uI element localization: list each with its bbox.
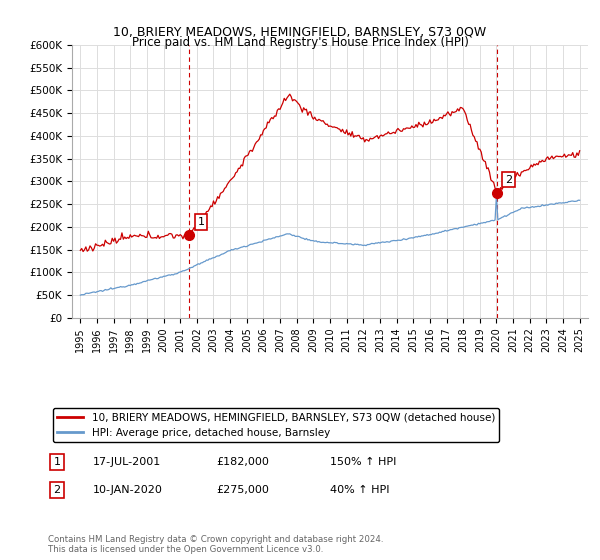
Text: 2: 2 (53, 485, 61, 495)
Legend: 10, BRIERY MEADOWS, HEMINGFIELD, BARNSLEY, S73 0QW (detached house), HPI: Averag: 10, BRIERY MEADOWS, HEMINGFIELD, BARNSLE… (53, 408, 499, 442)
Text: 1: 1 (197, 217, 205, 227)
Text: 40% ↑ HPI: 40% ↑ HPI (330, 485, 389, 495)
Text: 2: 2 (505, 175, 512, 185)
Text: 150% ↑ HPI: 150% ↑ HPI (330, 457, 397, 467)
Text: £182,000: £182,000 (216, 457, 269, 467)
Text: £275,000: £275,000 (216, 485, 269, 495)
Text: Contains HM Land Registry data © Crown copyright and database right 2024.
This d: Contains HM Land Registry data © Crown c… (48, 535, 383, 554)
Text: 10-JAN-2020: 10-JAN-2020 (93, 485, 163, 495)
Text: 1: 1 (53, 457, 61, 467)
Text: 10, BRIERY MEADOWS, HEMINGFIELD, BARNSLEY, S73 0QW: 10, BRIERY MEADOWS, HEMINGFIELD, BARNSLE… (113, 25, 487, 38)
Text: Price paid vs. HM Land Registry's House Price Index (HPI): Price paid vs. HM Land Registry's House … (131, 36, 469, 49)
Text: 17-JUL-2001: 17-JUL-2001 (93, 457, 161, 467)
